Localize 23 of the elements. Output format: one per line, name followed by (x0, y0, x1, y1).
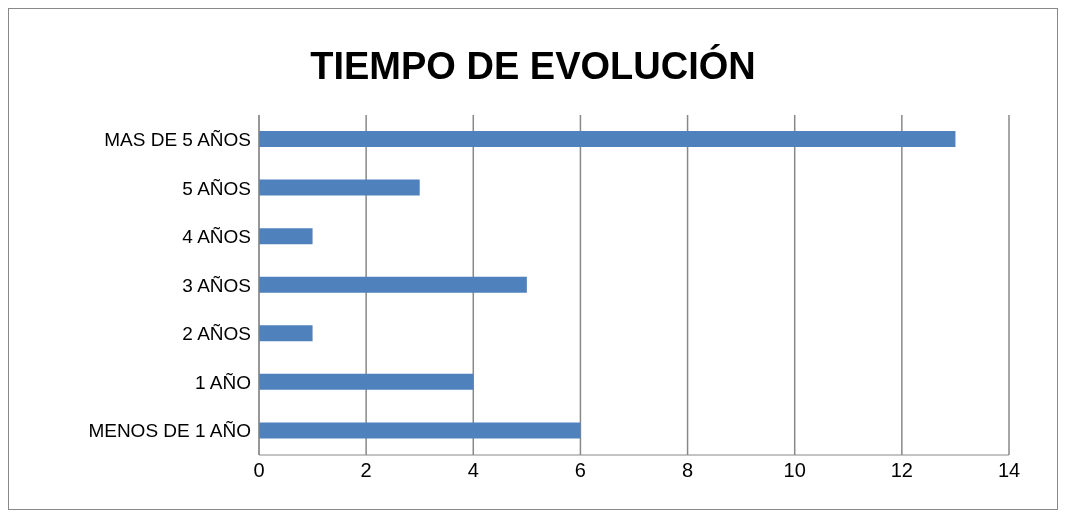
y-tick-label: 1 AÑO (195, 371, 251, 393)
x-tick-label: 8 (682, 459, 694, 482)
y-tick-label: MENOS DE 1 AÑO (88, 420, 251, 442)
bar (259, 276, 527, 293)
bar (259, 422, 581, 439)
chart-title: TIEMPO DE EVOLUCIÓN (309, 45, 757, 89)
bar (259, 373, 474, 390)
x-tick-label: 6 (574, 459, 586, 482)
x-tick-label: 0 (253, 459, 265, 482)
x-tick-label: 2 (360, 459, 372, 482)
x-tick-label: 12 (890, 459, 913, 482)
bar (259, 179, 420, 196)
bar (259, 228, 313, 245)
y-tick-label: MAS DE 5 AÑOS (104, 129, 251, 151)
bar (259, 131, 956, 147)
y-tick-label: 4 AÑOS (182, 226, 251, 248)
x-tick-label: 14 (997, 459, 1021, 482)
y-tick-label: 5 AÑOS (182, 177, 251, 199)
x-tick-label: 4 (467, 459, 479, 482)
bar (259, 325, 313, 342)
y-tick-label: 2 AÑOS (182, 323, 251, 345)
y-tick-label: 3 AÑOS (182, 274, 251, 296)
x-tick-label: 10 (783, 459, 806, 482)
